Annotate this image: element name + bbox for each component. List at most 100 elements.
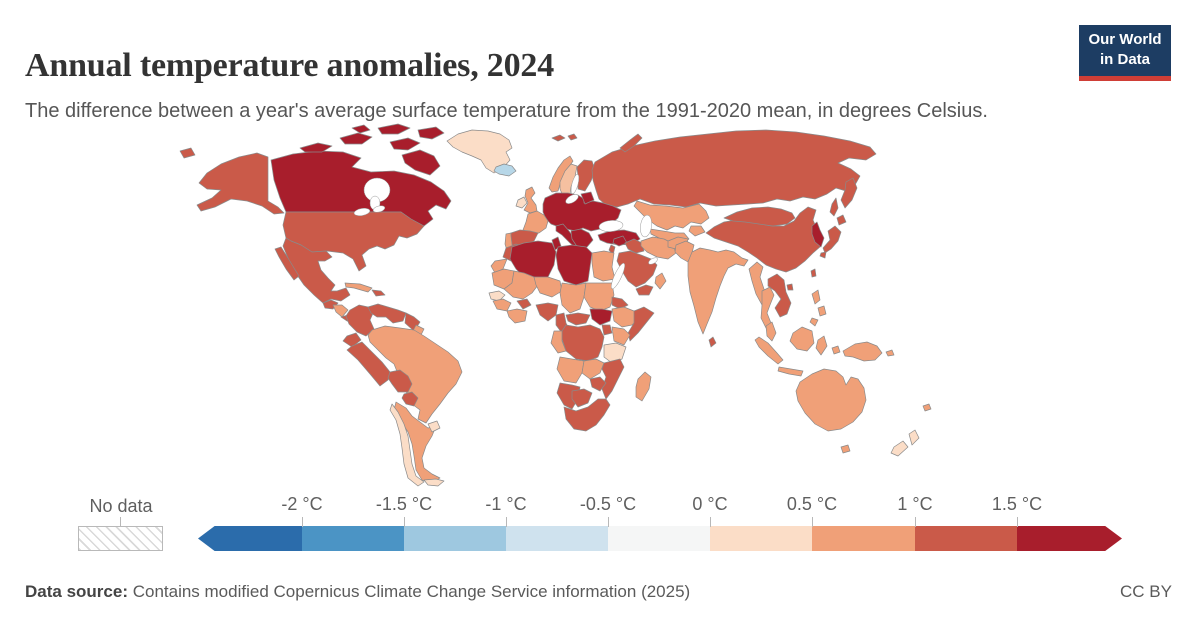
- country-tierra-del-fuego[interactable]: [423, 478, 445, 487]
- country-sudan[interactable]: [583, 282, 615, 312]
- country-canada-arctic-island[interactable]: [299, 142, 333, 153]
- country-dr-congo[interactable]: [561, 324, 605, 362]
- legend-bin-minus-0-5-to-0[interactable]: [608, 526, 710, 551]
- country-guinea[interactable]: [492, 298, 512, 312]
- country-kenya[interactable]: [611, 326, 631, 346]
- country-japan-honshu[interactable]: [822, 225, 842, 254]
- country-libya[interactable]: [555, 244, 593, 286]
- country-russia[interactable]: [591, 129, 877, 208]
- legend-bin-0-5-to-1[interactable]: [812, 526, 915, 551]
- country-chile[interactable]: [389, 403, 425, 487]
- country-cuba[interactable]: [344, 282, 373, 293]
- country-svalbard-east[interactable]: [567, 133, 578, 141]
- country-hispaniola[interactable]: [371, 289, 386, 297]
- country-java[interactable]: [777, 366, 804, 377]
- country-angola[interactable]: [556, 356, 585, 384]
- country-ireland[interactable]: [515, 196, 528, 209]
- country-svalbard[interactable]: [551, 134, 566, 142]
- country-kyrgyzstan[interactable]: [688, 225, 706, 237]
- country-argentina[interactable]: [393, 401, 441, 484]
- country-colombia[interactable]: [345, 304, 375, 337]
- country-alaska[interactable]: [196, 152, 285, 215]
- country-japan-kyushu[interactable]: [819, 251, 827, 259]
- country-central-african-republic[interactable]: [565, 312, 591, 326]
- country-thailand[interactable]: [760, 286, 775, 329]
- country-greenland[interactable]: [446, 129, 513, 174]
- country-tanzania[interactable]: [603, 342, 627, 364]
- country-ecuador[interactable]: [342, 332, 362, 348]
- no-data-swatch[interactable]: [78, 526, 163, 551]
- country-paraguay[interactable]: [401, 391, 419, 407]
- country-niger[interactable]: [533, 276, 563, 298]
- country-canada-arctic-island[interactable]: [377, 123, 411, 135]
- country-new-caledonia[interactable]: [922, 403, 932, 412]
- legend-bin-minus-1-5-to-minus-1[interactable]: [404, 526, 506, 551]
- country-canada-arctic-island[interactable]: [389, 137, 421, 151]
- country-botswana[interactable]: [571, 388, 593, 408]
- country-chukotka-sliver[interactable]: [179, 147, 196, 159]
- country-honduras-nicaragua[interactable]: [332, 304, 349, 318]
- country-canada-arctic-island[interactable]: [339, 132, 373, 145]
- country-korea[interactable]: [811, 221, 825, 248]
- country-baltic-states[interactable]: [580, 191, 595, 205]
- country-gabon-congo[interactable]: [550, 330, 567, 354]
- country-sri-lanka[interactable]: [708, 336, 717, 348]
- country-yemen[interactable]: [635, 284, 654, 296]
- country-india[interactable]: [687, 247, 749, 335]
- country-kamchatka[interactable]: [840, 177, 858, 209]
- country-sulawesi[interactable]: [815, 335, 828, 356]
- country-bolivia[interactable]: [387, 369, 413, 393]
- country-brazil[interactable]: [367, 325, 463, 424]
- country-ivory-coast-ghana[interactable]: [506, 308, 528, 324]
- country-vietnam-laos-cambodia[interactable]: [767, 273, 792, 318]
- country-hainan[interactable]: [786, 283, 794, 291]
- legend-bin-minus-2-to-minus-1-5[interactable]: [302, 526, 404, 551]
- country-philippines-visayas[interactable]: [817, 305, 827, 317]
- country-oman[interactable]: [654, 272, 667, 290]
- country-australia[interactable]: [795, 368, 867, 432]
- country-tasmania[interactable]: [840, 444, 851, 454]
- country-new-guinea[interactable]: [842, 341, 883, 362]
- country-south-africa[interactable]: [563, 398, 611, 432]
- country-syria[interactable]: [612, 235, 628, 247]
- owid-logo[interactable]: Our World in Data: [1079, 25, 1171, 81]
- country-eritrea[interactable]: [611, 296, 629, 310]
- country-mexico[interactable]: [282, 237, 351, 304]
- country-malay-peninsula[interactable]: [765, 321, 777, 342]
- country-novaya-zemlya[interactable]: [619, 133, 643, 153]
- country-iran[interactable]: [640, 236, 677, 260]
- country-zimbabwe[interactable]: [589, 376, 607, 392]
- country-somalia[interactable]: [627, 306, 655, 342]
- country-canada-arctic-island[interactable]: [417, 126, 445, 140]
- country-mongolia[interactable]: [723, 206, 796, 227]
- legend-bin-1-to-1-5[interactable]: [915, 526, 1017, 551]
- country-united-kingdom[interactable]: [523, 186, 538, 214]
- country-egypt[interactable]: [591, 250, 616, 282]
- country-sumatra[interactable]: [754, 336, 784, 365]
- country-philippines-mindanao[interactable]: [809, 317, 819, 327]
- legend-bin-below-minus-2[interactable]: [198, 526, 302, 551]
- country-canada-arctic-island[interactable]: [351, 124, 371, 134]
- country-madagascar[interactable]: [635, 371, 652, 402]
- country-baffin-island[interactable]: [401, 149, 441, 176]
- country-baja-california[interactable]: [274, 246, 300, 281]
- country-uruguay[interactable]: [427, 420, 441, 433]
- country-new-zealand-north[interactable]: [908, 429, 920, 446]
- country-norway[interactable]: [548, 155, 574, 193]
- country-moluccas[interactable]: [831, 345, 841, 355]
- country-nigeria[interactable]: [535, 302, 559, 322]
- country-new-zealand-south[interactable]: [890, 440, 909, 457]
- country-borneo[interactable]: [789, 326, 815, 352]
- country-japan-hokkaido[interactable]: [836, 214, 847, 226]
- country-venezuela[interactable]: [367, 303, 407, 324]
- license-link[interactable]: CC BY: [1120, 582, 1172, 601]
- country-iceland[interactable]: [493, 163, 517, 177]
- country-peru[interactable]: [346, 341, 391, 387]
- country-south-sudan[interactable]: [589, 308, 613, 326]
- country-france[interactable]: [522, 210, 549, 235]
- legend-bin-above-1-5[interactable]: [1017, 526, 1122, 551]
- country-sakhalin[interactable]: [829, 197, 839, 217]
- country-philippines-luzon[interactable]: [811, 289, 821, 305]
- country-mozambique[interactable]: [601, 358, 625, 400]
- country-chad[interactable]: [559, 282, 587, 314]
